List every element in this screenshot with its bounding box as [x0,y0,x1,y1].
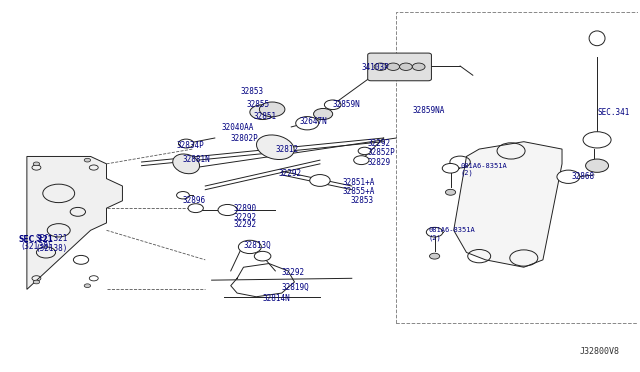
Text: 34103P: 34103P [362,63,389,72]
Text: 32814N: 32814N [262,294,291,303]
Circle shape [84,158,91,162]
Text: 32292: 32292 [234,213,257,222]
Circle shape [374,63,387,70]
Circle shape [412,63,425,70]
Text: 32855+A: 32855+A [342,187,374,196]
Ellipse shape [173,154,200,174]
Circle shape [218,205,237,215]
Circle shape [324,100,341,110]
Circle shape [33,280,40,284]
Text: J32800V8: J32800V8 [579,347,620,356]
Text: 32855: 32855 [246,100,270,109]
Text: 32292: 32292 [368,139,391,148]
Circle shape [358,147,371,155]
Text: 32802P: 32802P [231,134,259,143]
Circle shape [557,170,580,183]
Text: 32853: 32853 [240,87,264,96]
Ellipse shape [257,135,294,160]
Circle shape [188,204,204,212]
Polygon shape [27,157,122,289]
Circle shape [445,189,456,195]
Circle shape [429,253,440,259]
Text: 32292: 32292 [234,220,257,229]
Text: 32040AA: 32040AA [221,123,253,132]
Circle shape [250,105,275,119]
Text: 081A6-8351A
(2): 081A6-8351A (2) [460,163,507,176]
Text: 32853: 32853 [351,196,374,205]
Text: 32812: 32812 [275,145,298,154]
Text: 081A6-8351A
(2): 081A6-8351A (2) [428,227,475,241]
Circle shape [296,116,319,130]
Text: 32896: 32896 [183,196,206,205]
Text: 32868: 32868 [572,172,595,181]
Text: 32813Q: 32813Q [243,241,271,250]
Text: 32859NA: 32859NA [412,106,445,115]
Circle shape [254,251,271,261]
Text: 32647N: 32647N [300,117,327,126]
Text: SEC.321
(32138): SEC.321 (32138) [35,234,68,253]
Circle shape [586,159,609,172]
Text: SEC.341: SEC.341 [597,108,630,117]
Ellipse shape [589,31,605,46]
FancyBboxPatch shape [368,53,431,81]
Text: 32292: 32292 [278,169,301,177]
Circle shape [583,132,611,148]
Text: (32138): (32138) [21,243,51,251]
Text: 32819Q: 32819Q [282,283,310,292]
Circle shape [399,63,412,70]
Circle shape [426,227,443,237]
Text: 32834P: 32834P [177,141,204,150]
Polygon shape [454,142,562,267]
Text: 32851: 32851 [253,112,276,121]
Text: 32851+A: 32851+A [342,178,374,187]
Circle shape [387,63,399,70]
Circle shape [259,102,285,117]
Circle shape [354,156,369,164]
Text: 32890: 32890 [234,203,257,213]
Circle shape [442,163,459,173]
Text: 32292: 32292 [282,268,305,277]
Text: 32859N: 32859N [333,100,360,109]
Circle shape [310,174,330,186]
Circle shape [177,192,189,199]
Circle shape [314,109,333,119]
Circle shape [179,139,194,148]
Circle shape [33,162,40,166]
Circle shape [238,240,261,254]
Circle shape [84,284,91,288]
Text: 32829: 32829 [368,157,391,167]
Text: SEC.321: SEC.321 [19,235,54,244]
Text: 32881N: 32881N [183,155,211,164]
Text: 32852P: 32852P [368,148,396,157]
